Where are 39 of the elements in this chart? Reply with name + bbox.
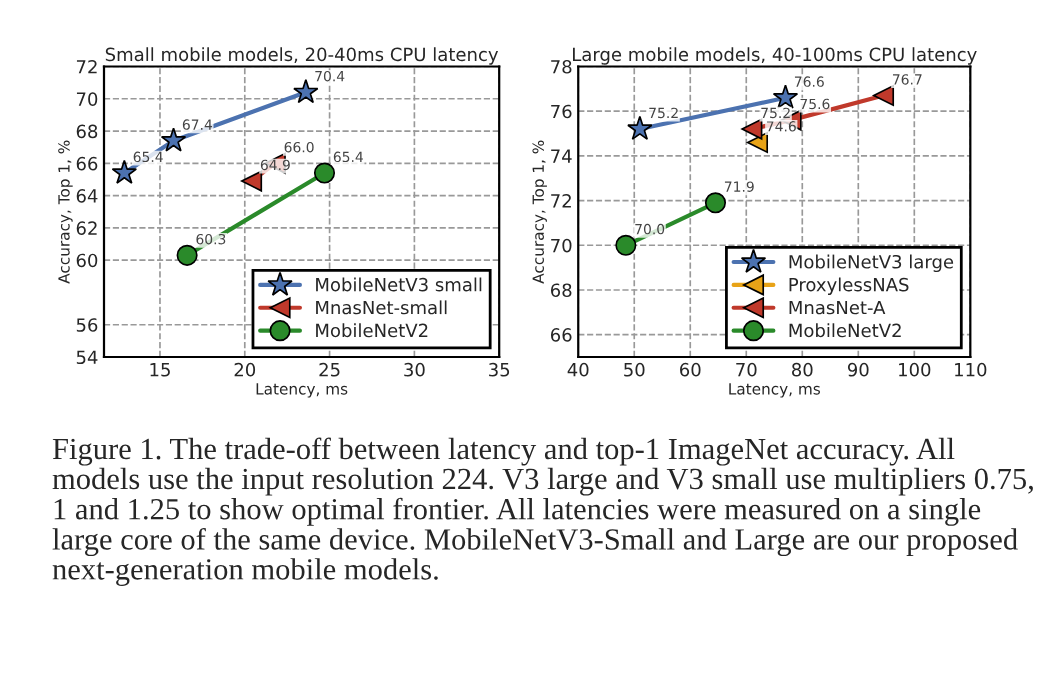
legend-label: MobileNetV2 — [316, 323, 428, 338]
x-tick-label: 35 — [489, 362, 510, 377]
y-tick-label: 76 — [551, 104, 572, 119]
y-tick-label: 64 — [76, 189, 98, 203]
y-tick-label: 66 — [550, 328, 572, 342]
y-tick-label: 68 — [76, 124, 98, 139]
chart-title: Small mobile models, 20-40ms CPU latency — [105, 47, 499, 65]
y-tick-label: 70 — [551, 238, 572, 253]
legend-label: MobileNetV3 large — [789, 254, 954, 273]
y-tick-label: 68 — [550, 283, 572, 298]
y-tick-label: 62 — [76, 221, 97, 236]
y-tick-label: 60 — [76, 253, 98, 268]
x-tick-label: 70 — [736, 362, 757, 377]
y-tick-label: 72 — [76, 59, 97, 74]
x-tick-label: 100 — [899, 362, 931, 377]
y-tick-label: 54 — [76, 350, 98, 365]
x-tick-label: 50 — [624, 362, 645, 377]
y-tick-label: 66 — [76, 156, 98, 171]
chart-title: Large mobile models, 40-100ms CPU latency — [573, 47, 977, 65]
x-tick-label: 40 — [567, 362, 589, 377]
x-tick-label: 90 — [847, 362, 869, 377]
y-tick-label: 56 — [76, 318, 98, 332]
y-tick-label: 70 — [76, 92, 98, 106]
legend-label: ProxylessNAS — [789, 277, 909, 295]
legend-label: MobileNetV2 — [789, 323, 901, 338]
caption: Figure 1. The trade-off between latency and top-1 ImageNet accuracy. All models use the input resolution 224. V3 large and V3 small use multipliers 0.75, 1 and 1.25 to show optimal frontier. All latencies were measured on a single large core of the same device. MobileNetV3-Small and Large are our proposed next-generation mobile models. — [52, 437, 1033, 586]
x-tick-label: 25 — [319, 362, 340, 377]
x-tick-label: 15 — [150, 363, 170, 377]
legend-label: MnasNet-A — [789, 300, 886, 315]
x-tick-label: 110 — [955, 362, 987, 377]
x-tick-label: 80 — [792, 362, 813, 377]
y-tick-label: 72 — [551, 194, 571, 208]
x-tick-label: 60 — [680, 362, 701, 377]
legend-label: MobileNetV3 small — [316, 277, 482, 292]
x-tick-label: 30 — [404, 362, 425, 377]
y-tick-label: 74 — [551, 149, 572, 163]
x-tick-label: 20 — [234, 362, 256, 377]
legend-label: MnasNet-small — [316, 300, 447, 315]
y-tick-label: 78 — [551, 59, 572, 74]
